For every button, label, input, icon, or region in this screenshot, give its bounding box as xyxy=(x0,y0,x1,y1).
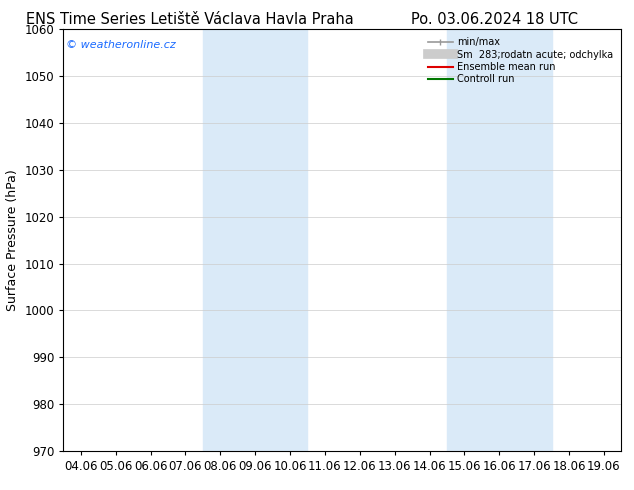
Text: Po. 03.06.2024 18 UTC: Po. 03.06.2024 18 UTC xyxy=(411,12,578,27)
Bar xyxy=(447,29,552,451)
Bar xyxy=(203,29,307,451)
Legend: min/max, Sm  283;rodatn acute; odchylka, Ensemble mean run, Controll run: min/max, Sm 283;rodatn acute; odchylka, … xyxy=(425,34,616,87)
Text: © weatheronline.cz: © weatheronline.cz xyxy=(66,40,176,50)
Text: ENS Time Series Letiště Václava Havla Praha: ENS Time Series Letiště Václava Havla Pr… xyxy=(27,12,354,27)
Y-axis label: Surface Pressure (hPa): Surface Pressure (hPa) xyxy=(6,169,19,311)
